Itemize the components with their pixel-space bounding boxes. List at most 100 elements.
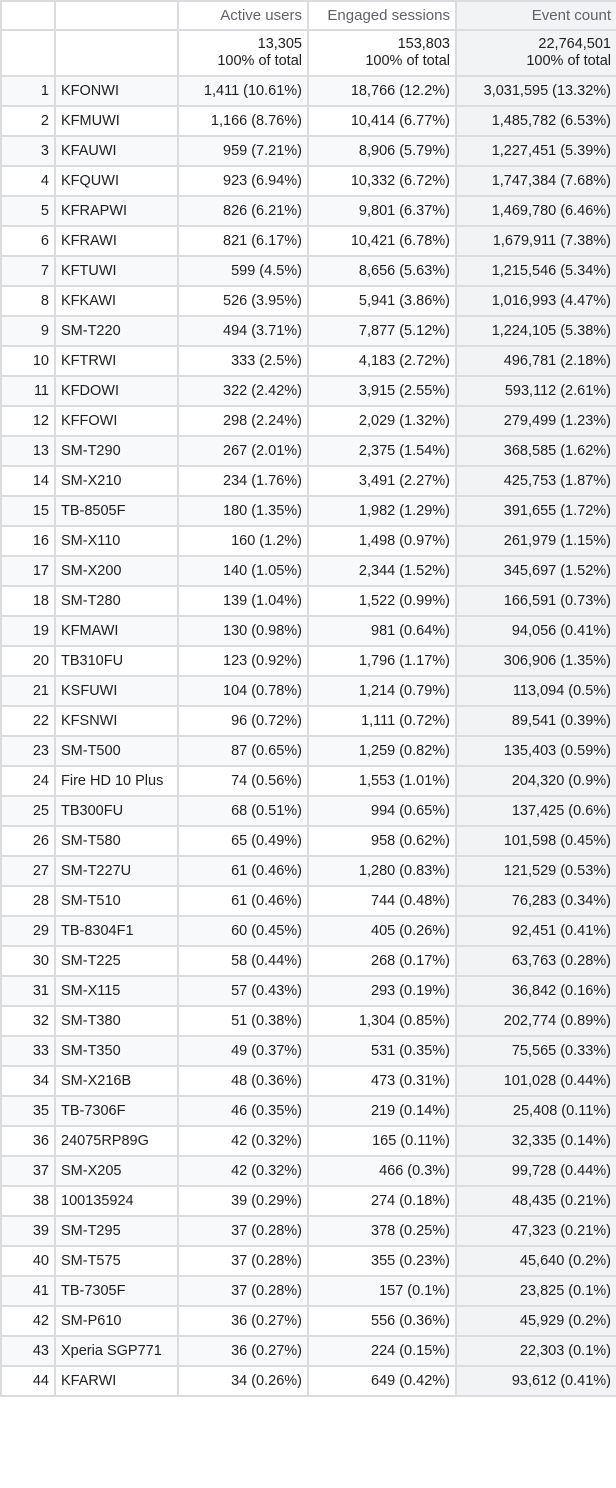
row-index: 42: [0, 1305, 56, 1337]
device-name: TB-7306F: [54, 1095, 179, 1127]
table-row[interactable]: 4 KFQUWI 923 (6.94%) 10,332 (6.72%) 1,747,38…: [0, 165, 616, 197]
table-row[interactable]: 31 SM-X115 57 (0.43%) 293 (0.19%) 36,842 (0.…: [0, 975, 616, 1007]
engaged-sessions-cell: 1,553 (1.01%): [307, 765, 457, 797]
device-name: KFONWI: [54, 75, 179, 107]
table-row[interactable]: 5 KFRAPWI 826 (6.21%) 9,801 (6.37%) 1,469,78…: [0, 195, 616, 227]
device-name: KFDOWI: [54, 375, 179, 407]
table-row[interactable]: 2 KFMUWI 1,166 (8.76%) 10,414 (6.77%) 1,485,…: [0, 105, 616, 137]
active-users-cell: 160 (1.2%): [177, 525, 309, 557]
table-row[interactable]: 44 KFARWI 34 (0.26%) 649 (0.42%) 93,612 (0.4…: [0, 1365, 616, 1397]
table-row[interactable]: 34 SM-X216B 48 (0.36%) 473 (0.31%) 101,028 (…: [0, 1065, 616, 1097]
table-row[interactable]: 35 TB-7306F 46 (0.35%) 219 (0.14%) 25,408 (0…: [0, 1095, 616, 1127]
table-row[interactable]: 1 KFONWI 1,411 (10.61%) 18,766 (12.2%) 3,031…: [0, 75, 616, 107]
engaged-sessions-cell: 293 (0.19%): [307, 975, 457, 1007]
table-row[interactable]: 32 SM-T380 51 (0.38%) 1,304 (0.85%) 202,774 …: [0, 1005, 616, 1037]
event-count-cell: 1,016,993 (4.47%): [455, 285, 616, 317]
table-row[interactable]: 11 KFDOWI 322 (2.42%) 3,915 (2.55%) 593,112 …: [0, 375, 616, 407]
table-row[interactable]: 8 KFKAWI 526 (3.95%) 5,941 (3.86%) 1,016,993…: [0, 285, 616, 317]
event-count-cell: 48,435 (0.21%): [455, 1185, 616, 1217]
row-index: 21: [0, 675, 56, 707]
table-row[interactable]: 41 TB-7305F 37 (0.28%) 157 (0.1%) 23,825 (0.…: [0, 1275, 616, 1307]
total-event-count: 22,764,501 100% of total: [455, 29, 616, 77]
device-name: SM-T500: [54, 735, 179, 767]
table-row[interactable]: 14 SM-X210 234 (1.76%) 3,491 (2.27%) 425,753…: [0, 465, 616, 497]
table-row[interactable]: 17 SM-X200 140 (1.05%) 2,344 (1.52%) 345,697…: [0, 555, 616, 587]
active-users-cell: 74 (0.56%): [177, 765, 309, 797]
table-row[interactable]: 38 100135924 39 (0.29%) 274 (0.18%) 48,435 (…: [0, 1185, 616, 1217]
table-row[interactable]: 20 TB310FU 123 (0.92%) 1,796 (1.17%) 306,906…: [0, 645, 616, 677]
table-row[interactable]: 37 SM-X205 42 (0.32%) 466 (0.3%) 99,728 (0.4…: [0, 1155, 616, 1187]
table-row[interactable]: 22 KFSNWI 96 (0.72%) 1,111 (0.72%) 89,541 (0…: [0, 705, 616, 737]
event-count-cell: 23,825 (0.1%): [455, 1275, 616, 1307]
row-index: 19: [0, 615, 56, 647]
header-active-users[interactable]: Active users: [177, 0, 309, 31]
engaged-sessions-cell: 405 (0.26%): [307, 915, 457, 947]
engaged-sessions-cell: 1,259 (0.82%): [307, 735, 457, 767]
table-row[interactable]: 42 SM-P610 36 (0.27%) 556 (0.36%) 45,929 (0.…: [0, 1305, 616, 1337]
active-users-cell: 36 (0.27%): [177, 1335, 309, 1367]
table-row[interactable]: 43 Xperia SGP771 36 (0.27%) 224 (0.15%) 22,3…: [0, 1335, 616, 1367]
table-row[interactable]: 12 KFFOWI 298 (2.24%) 2,029 (1.32%) 279,499 …: [0, 405, 616, 437]
header-event-count[interactable]: Event count: [455, 0, 616, 31]
event-count-cell: 204,320 (0.9%): [455, 765, 616, 797]
table-row[interactable]: 10 KFTRWI 333 (2.5%) 4,183 (2.72%) 496,781 (…: [0, 345, 616, 377]
table-row[interactable]: 40 SM-T575 37 (0.28%) 355 (0.23%) 45,640 (0.…: [0, 1245, 616, 1277]
device-name: SM-T280: [54, 585, 179, 617]
active-users-cell: 333 (2.5%): [177, 345, 309, 377]
active-users-cell: 104 (0.78%): [177, 675, 309, 707]
engaged-sessions-cell: 2,344 (1.52%): [307, 555, 457, 587]
table-row[interactable]: 24 Fire HD 10 Plus 74 (0.56%) 1,553 (1.01%)…: [0, 765, 616, 797]
table-row[interactable]: 29 TB-8304F1 60 (0.45%) 405 (0.26%) 92,451 (…: [0, 915, 616, 947]
table-row[interactable]: 7 KFTUWI 599 (4.5%) 8,656 (5.63%) 1,215,546 …: [0, 255, 616, 287]
table-row[interactable]: 33 SM-T350 49 (0.37%) 531 (0.35%) 75,565 (0.…: [0, 1035, 616, 1067]
device-name: SM-T580: [54, 825, 179, 857]
row-index: 12: [0, 405, 56, 437]
table-row[interactable]: 23 SM-T500 87 (0.65%) 1,259 (0.82%) 135,403 …: [0, 735, 616, 767]
event-count-cell: 113,094 (0.5%): [455, 675, 616, 707]
table-row[interactable]: 26 SM-T580 65 (0.49%) 958 (0.62%) 101,598 (0…: [0, 825, 616, 857]
row-index: 25: [0, 795, 56, 827]
row-index: 7: [0, 255, 56, 287]
table-row[interactable]: 21 KSFUWI 104 (0.78%) 1,214 (0.79%) 113,094 …: [0, 675, 616, 707]
table-row[interactable]: 36 24075RP89G 42 (0.32%) 165 (0.11%) 32,335 …: [0, 1125, 616, 1157]
table-row[interactable]: 16 SM-X110 160 (1.2%) 1,498 (0.97%) 261,979 …: [0, 525, 616, 557]
event-count-cell: 279,499 (1.23%): [455, 405, 616, 437]
device-report-table: Active users Engaged sessions Event coun…: [0, 0, 616, 1397]
table-row[interactable]: 39 SM-T295 37 (0.28%) 378 (0.25%) 47,323 (0.…: [0, 1215, 616, 1247]
device-name: SM-X205: [54, 1155, 179, 1187]
table-row[interactable]: 18 SM-T280 139 (1.04%) 1,522 (0.99%) 166,591…: [0, 585, 616, 617]
active-users-cell: 130 (0.98%): [177, 615, 309, 647]
table-row[interactable]: 30 SM-T225 58 (0.44%) 268 (0.17%) 63,763 (0.…: [0, 945, 616, 977]
table-row[interactable]: 27 SM-T227U 61 (0.46%) 1,280 (0.83%) 121,529…: [0, 855, 616, 887]
total-engaged-sessions: 153,803 100% of total: [307, 29, 457, 77]
table-row[interactable]: 15 TB-8505F 180 (1.35%) 1,982 (1.29%) 391,65…: [0, 495, 616, 527]
row-index: 8: [0, 285, 56, 317]
engaged-sessions-cell: 1,280 (0.83%): [307, 855, 457, 887]
row-index: 20: [0, 645, 56, 677]
table-row[interactable]: 28 SM-T510 61 (0.46%) 744 (0.48%) 76,283 (0.…: [0, 885, 616, 917]
table-row[interactable]: 25 TB300FU 68 (0.51%) 994 (0.65%) 137,425 (0…: [0, 795, 616, 827]
engaged-sessions-cell: 10,332 (6.72%): [307, 165, 457, 197]
row-index: 14: [0, 465, 56, 497]
event-count-cell: 63,763 (0.28%): [455, 945, 616, 977]
table-row[interactable]: 19 KFMAWI 130 (0.98%) 981 (0.64%) 94,056 (0.…: [0, 615, 616, 647]
engaged-sessions-cell: 4,183 (2.72%): [307, 345, 457, 377]
table-row[interactable]: 3 KFAUWI 959 (7.21%) 8,906 (5.79%) 1,227,451…: [0, 135, 616, 167]
header-engaged-sessions[interactable]: Engaged sessions: [307, 0, 457, 31]
totals-row: 13,305 100% of total 153,803 100% of total…: [0, 29, 616, 77]
table-row[interactable]: 13 SM-T290 267 (2.01%) 2,375 (1.54%) 368,585…: [0, 435, 616, 467]
device-name: KFKAWI: [54, 285, 179, 317]
active-users-cell: 42 (0.32%): [177, 1155, 309, 1187]
active-users-cell: 39 (0.29%): [177, 1185, 309, 1217]
engaged-sessions-cell: 378 (0.25%): [307, 1215, 457, 1247]
header-device: [54, 0, 179, 31]
event-count-cell: 3,031,595 (13.32%): [455, 75, 616, 107]
table-row[interactable]: 6 KFRAWI 821 (6.17%) 10,421 (6.78%) 1,679,91…: [0, 225, 616, 257]
total-active-users: 13,305 100% of total: [177, 29, 309, 77]
event-count-cell: 261,979 (1.15%): [455, 525, 616, 557]
row-index: 29: [0, 915, 56, 947]
row-index: 27: [0, 855, 56, 887]
active-users-cell: 234 (1.76%): [177, 465, 309, 497]
table-row[interactable]: 9 SM-T220 494 (3.71%) 7,877 (5.12%) 1,224,10…: [0, 315, 616, 347]
row-index: 3: [0, 135, 56, 167]
